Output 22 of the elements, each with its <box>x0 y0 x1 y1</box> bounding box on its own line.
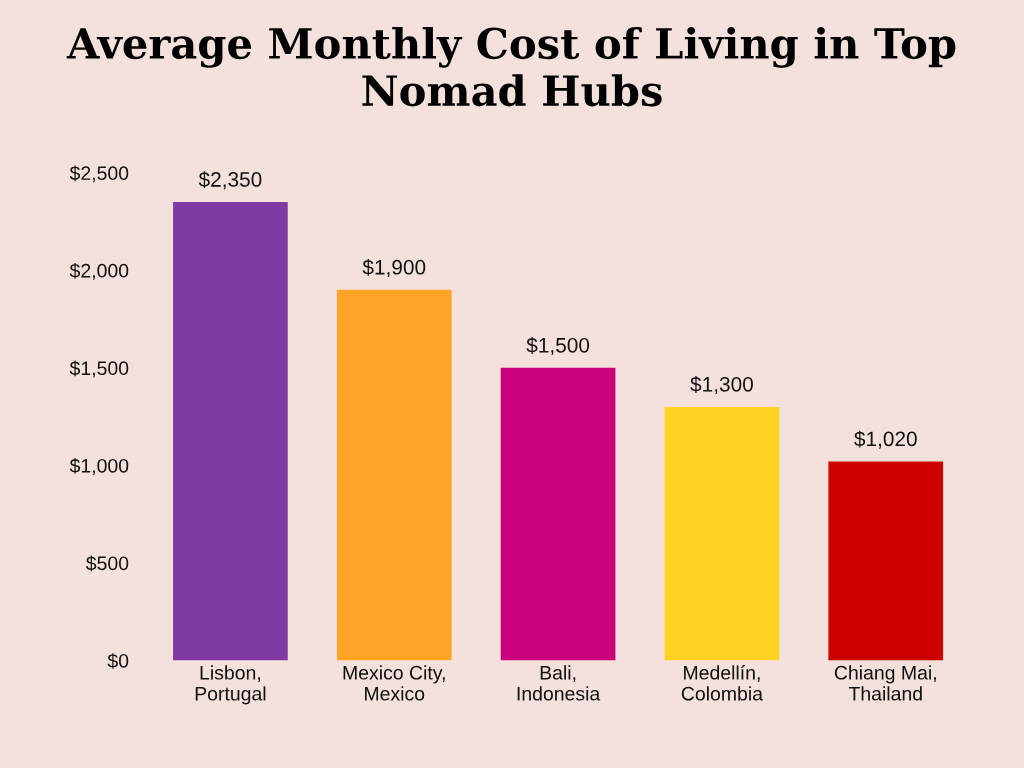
x-tick-label: Lisbon, Portugal <box>195 665 266 705</box>
y-tick-label: $2,500 <box>69 165 129 183</box>
data-label: $1,300 <box>690 376 753 395</box>
chart-title: Average Monthly Cost of Living in Top Nomad Hubs <box>66 26 956 107</box>
data-label: $2,350 <box>198 171 262 190</box>
bar <box>336 289 452 661</box>
x-tick-label: Bali, Indonesia <box>517 665 601 701</box>
bar <box>664 406 780 661</box>
y-tick-label: $1,500 <box>69 360 129 378</box>
data-label: $1,020 <box>854 430 917 449</box>
y-tick-label: $2,000 <box>69 262 129 280</box>
bar <box>500 367 616 661</box>
y-tick-label: $500 <box>85 555 129 572</box>
data-label: $1,900 <box>362 258 426 278</box>
y-tick-label: $1,000 <box>69 458 129 475</box>
x-tick-label: Mexico City, Mexico <box>343 665 445 701</box>
bar <box>173 202 288 661</box>
data-label: $1,500 <box>526 337 590 356</box>
bar <box>828 461 944 661</box>
y-tick-label: $0 <box>107 653 129 669</box>
x-tick-label: Chiang Mai, Thailand <box>834 665 936 701</box>
x-tick-label: Medellín, Colombia <box>681 665 763 701</box>
